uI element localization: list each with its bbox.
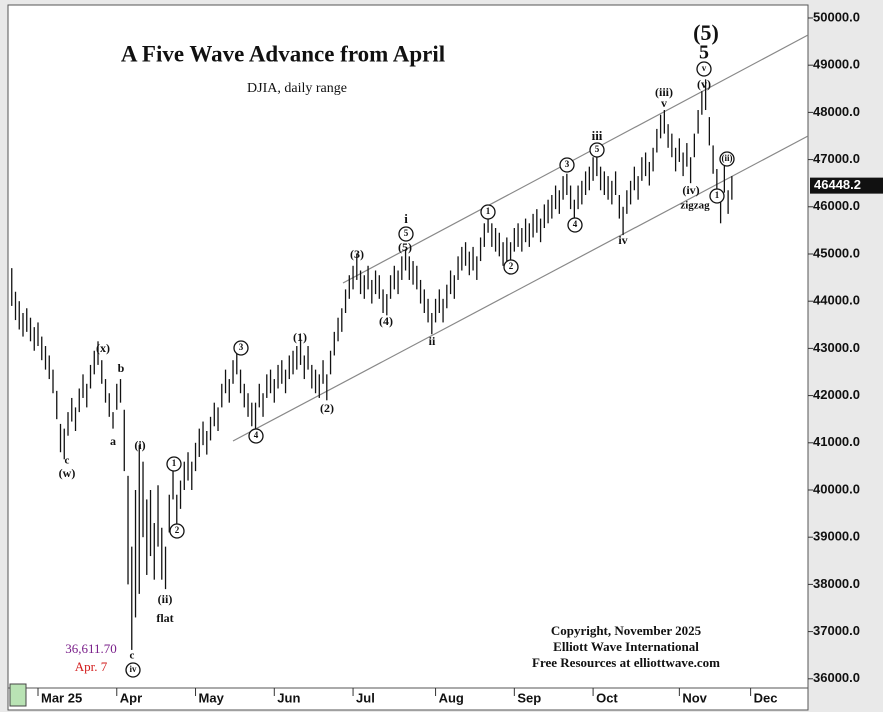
- y-tick-label: 40000.0: [813, 481, 860, 496]
- upper-channel: [342, 34, 809, 284]
- x-tick-label: Mar 25: [41, 690, 82, 705]
- wave-label: (iii): [655, 85, 673, 99]
- wave-circle: [503, 259, 519, 275]
- chart-subtitle: DJIA, daily range: [247, 81, 347, 96]
- wave-label: 2: [509, 261, 514, 271]
- x-axis-band: [7, 687, 809, 711]
- chart-title: A Five Wave Advance from April: [121, 41, 445, 66]
- wave-label: 4: [254, 430, 259, 440]
- wave-label: (ii): [158, 592, 173, 606]
- y-tick-label: 46000.0: [813, 198, 860, 213]
- x-tick-label: Sep: [517, 690, 541, 705]
- wave-label: iii: [592, 128, 603, 143]
- wave-label: 2: [175, 525, 180, 535]
- y-tick-label: 41000.0: [813, 434, 860, 449]
- wave-label: (5): [693, 20, 719, 45]
- wave-label: (2): [320, 401, 334, 415]
- y-tick-label: 49000.0: [813, 57, 860, 72]
- y-tick-label: 43000.0: [813, 340, 860, 355]
- y-tick-label: 48000.0: [813, 104, 860, 119]
- x-tick-label: Jun: [277, 690, 300, 705]
- wave-circle: [589, 142, 605, 158]
- wave-label: 3: [239, 342, 244, 352]
- wave-circle: [709, 188, 725, 204]
- wave-label: b: [118, 361, 125, 375]
- wave-circle: [567, 217, 583, 233]
- wave-label: 4: [573, 219, 578, 229]
- wave-label: (iv): [682, 183, 699, 197]
- x-tick-label: May: [199, 690, 225, 705]
- wave-label: 1: [715, 190, 720, 200]
- wave-circle: [248, 428, 264, 444]
- wave-label: 5: [595, 144, 600, 154]
- wave-label: (i): [134, 438, 145, 452]
- wave-label: v: [702, 63, 707, 73]
- wave-label: (3): [350, 247, 364, 261]
- wave-circle: [166, 456, 182, 472]
- wave-label: (ii): [722, 153, 733, 163]
- lower-channel: [232, 135, 809, 442]
- x-tick-label: Dec: [754, 690, 778, 705]
- wave-label: v: [661, 96, 667, 110]
- wave-label: 5: [699, 42, 709, 64]
- wave-label: a: [110, 434, 116, 448]
- y-tick-label: 36000.0: [813, 670, 860, 685]
- y-tick-label: 50000.0: [813, 9, 860, 24]
- wave-circle: [480, 204, 496, 220]
- wave-label: iv: [618, 233, 627, 247]
- wave-label: 3: [565, 159, 570, 169]
- y-tick-label: 45000.0: [813, 245, 860, 260]
- wave-circle: [169, 523, 185, 539]
- wave-label: (1): [293, 330, 307, 344]
- wave-label: (4): [379, 314, 393, 328]
- x-tick-label: Apr: [120, 690, 142, 705]
- wave-label: (v): [697, 77, 711, 91]
- wave-label: 1: [172, 458, 177, 468]
- x-tick-label: Oct: [596, 690, 618, 705]
- wave-label: (x): [96, 341, 110, 355]
- wave-label: (5): [398, 240, 412, 254]
- wave-label: zigzag: [680, 200, 710, 212]
- wave-circle: [233, 340, 249, 356]
- y-tick-label: 47000.0: [813, 151, 860, 166]
- wave-label: ii: [429, 334, 436, 348]
- plot-area: [7, 4, 809, 689]
- x-tick-label: Nov: [682, 690, 707, 705]
- wave-circle: [696, 61, 712, 77]
- y-tick-label: 38000.0: [813, 576, 860, 591]
- y-tick-label: 42000.0: [813, 387, 860, 402]
- wave-label: iv: [129, 664, 137, 674]
- wave-label: flat: [156, 611, 173, 625]
- corner-box: [9, 683, 27, 707]
- wave-label: 5: [404, 228, 409, 238]
- wave-circle: [125, 662, 141, 678]
- wave-circle: [559, 157, 575, 173]
- low-date-label: Apr. 7: [75, 659, 108, 674]
- copyright-line: Copyright, November 2025: [551, 623, 702, 638]
- wave-circle: [719, 151, 735, 167]
- price-tag: [810, 177, 883, 194]
- wave-label: i: [404, 211, 408, 226]
- price-tag-label: 46448.2: [814, 177, 861, 192]
- x-tick-label: Aug: [439, 690, 464, 705]
- copyright-line: Elliott Wave International: [553, 639, 699, 654]
- wave-label: 1: [486, 206, 491, 216]
- copyright-line: Free Resources at elliottwave.com: [532, 655, 720, 670]
- y-tick-label: 44000.0: [813, 293, 860, 308]
- wave-label: (w): [59, 466, 76, 480]
- wave-circle: [398, 226, 414, 242]
- wave-label: c: [65, 455, 70, 467]
- low-value-label: 36,611.70: [65, 641, 117, 656]
- wave-label: c: [130, 650, 135, 662]
- x-tick-label: Jul: [356, 690, 375, 705]
- y-tick-label: 39000.0: [813, 529, 860, 544]
- y-tick-label: 37000.0: [813, 623, 860, 638]
